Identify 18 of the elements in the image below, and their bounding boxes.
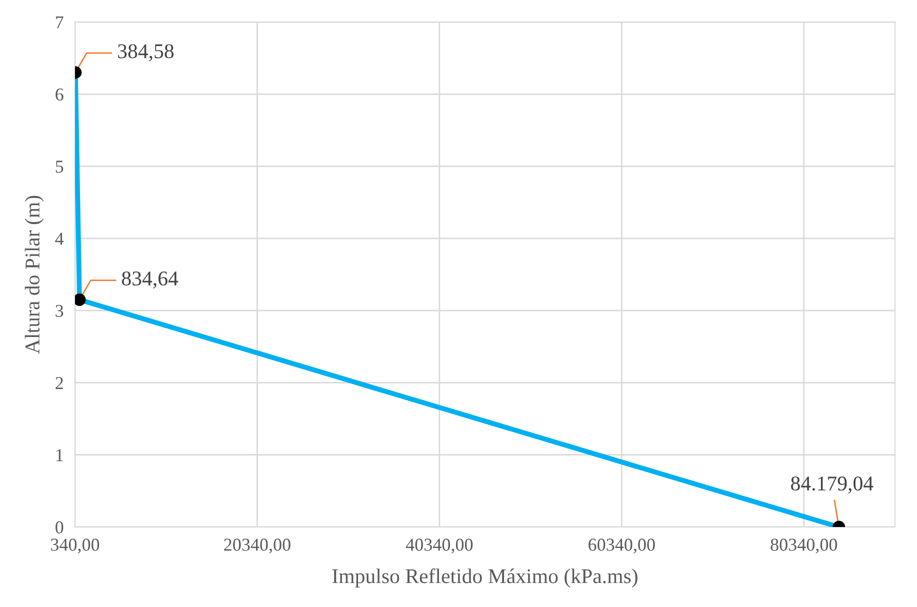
y-tick-label: 5 xyxy=(56,160,64,173)
y-tick-label: 6 xyxy=(56,88,64,101)
x-tick-label: 20340,00 xyxy=(224,538,290,554)
y-axis-title: Altura do Pilar (m) xyxy=(24,196,44,354)
x-tick-label: 40340,00 xyxy=(406,538,473,554)
y-tick-label: 2 xyxy=(56,377,63,389)
x-tick-label: 80340,00 xyxy=(770,538,838,554)
x-tick-label: 340,00 xyxy=(51,538,100,554)
annotation: 834,64 xyxy=(122,271,178,289)
y-tick-label: 1 xyxy=(56,449,63,462)
x-axis-title: Impulso Refletido Máximo (kPa.ms) xyxy=(332,568,638,588)
y-tick-label: 0 xyxy=(56,521,64,534)
annotation: 384,58 xyxy=(118,44,174,62)
x-tick-label: 60340,00 xyxy=(588,538,655,554)
y-tick-label: 7 xyxy=(56,16,64,28)
y-tick-label: 3 xyxy=(56,304,64,318)
annotation: 84.179,04 xyxy=(791,476,874,494)
y-tick-label: 4 xyxy=(55,232,64,245)
